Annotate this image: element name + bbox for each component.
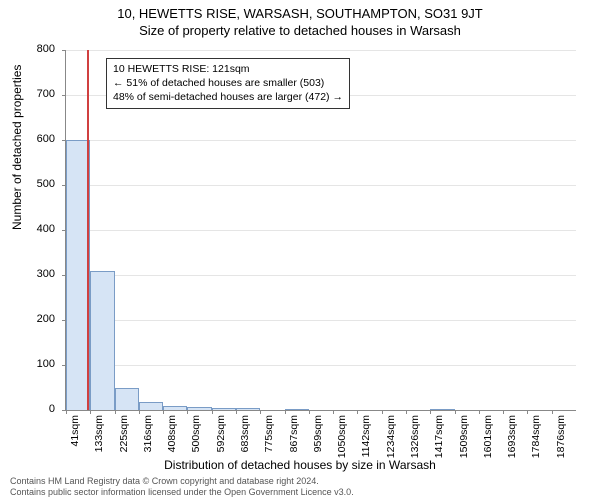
annotation-line: ← 51% of detached houses are smaller (50…: [113, 76, 343, 90]
gridline: [66, 275, 576, 276]
xtick-mark: [90, 410, 91, 414]
histogram-bar: [139, 402, 163, 410]
xtick-mark: [260, 410, 261, 414]
ytick-label: 300: [0, 268, 55, 280]
plot-area: 41sqm133sqm225sqm316sqm408sqm500sqm592sq…: [65, 50, 576, 411]
xtick-mark: [455, 410, 456, 414]
gridline: [66, 140, 576, 141]
chart-title-main: 10, HEWETTS RISE, WARSASH, SOUTHAMPTON, …: [0, 0, 600, 21]
xtick-mark: [309, 410, 310, 414]
xtick-mark: [212, 410, 213, 414]
xtick-mark: [357, 410, 358, 414]
ytick-label: 800: [0, 43, 55, 55]
histogram-bar: [285, 409, 309, 410]
xtick-mark: [163, 410, 164, 414]
footer-attribution: Contains HM Land Registry data © Crown c…: [10, 476, 354, 498]
ytick-label: 100: [0, 358, 55, 370]
chart-title-sub: Size of property relative to detached ho…: [0, 21, 600, 38]
histogram-bar: [115, 388, 139, 411]
xtick-mark: [333, 410, 334, 414]
ytick-label: 700: [0, 88, 55, 100]
gridline: [66, 185, 576, 186]
annotation-line: 48% of semi-detached houses are larger (…: [113, 90, 343, 104]
xtick-mark: [187, 410, 188, 414]
chart-container: 10, HEWETTS RISE, WARSASH, SOUTHAMPTON, …: [0, 0, 600, 500]
annotation-line: 10 HEWETTS RISE: 121sqm: [113, 62, 343, 76]
footer-line1: Contains HM Land Registry data © Crown c…: [10, 476, 354, 487]
ytick-label: 500: [0, 178, 55, 190]
gridline: [66, 230, 576, 231]
xtick-mark: [503, 410, 504, 414]
gridline: [66, 320, 576, 321]
ytick-label: 0: [0, 403, 55, 415]
annotation-box: 10 HEWETTS RISE: 121sqm← 51% of detached…: [106, 58, 350, 109]
xtick-mark: [139, 410, 140, 414]
xtick-mark: [552, 410, 553, 414]
ytick-label: 600: [0, 133, 55, 145]
histogram-bar: [430, 409, 454, 410]
xtick-mark: [66, 410, 67, 414]
xtick-mark: [406, 410, 407, 414]
histogram-bar: [163, 406, 187, 411]
x-axis-label: Distribution of detached houses by size …: [0, 458, 600, 472]
ytick-label: 400: [0, 223, 55, 235]
ytick-mark: [62, 50, 66, 51]
ytick-mark: [62, 95, 66, 96]
gridline: [66, 50, 576, 51]
xtick-mark: [285, 410, 286, 414]
histogram-bar: [212, 408, 236, 410]
histogram-bar: [236, 408, 260, 410]
ytick-label: 200: [0, 313, 55, 325]
xtick-mark: [382, 410, 383, 414]
xtick-mark: [430, 410, 431, 414]
xtick-mark: [479, 410, 480, 414]
xtick-mark: [527, 410, 528, 414]
histogram-bar: [90, 271, 114, 411]
histogram-bar: [187, 407, 211, 410]
reference-line: [87, 50, 89, 410]
footer-line2: Contains public sector information licen…: [10, 487, 354, 498]
xtick-mark: [236, 410, 237, 414]
xtick-mark: [115, 410, 116, 414]
gridline: [66, 365, 576, 366]
chart-area: 41sqm133sqm225sqm316sqm408sqm500sqm592sq…: [65, 50, 575, 410]
